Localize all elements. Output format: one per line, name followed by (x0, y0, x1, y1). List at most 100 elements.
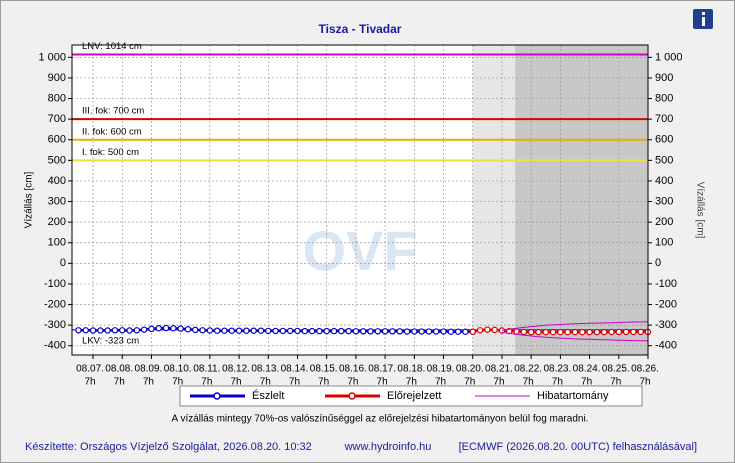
data-point (564, 328, 571, 336)
data-point (535, 328, 542, 336)
y2-tick-label: -100 (655, 278, 677, 290)
x-tick-label: 08.20. (456, 364, 484, 375)
x-tick-hour: 7h (464, 377, 475, 388)
data-point (608, 328, 615, 336)
data-point (104, 327, 111, 334)
x-tick-hour: 7h (172, 377, 183, 388)
data-point (82, 327, 89, 334)
data-point (257, 327, 265, 334)
y2-tick-label: 800 (655, 92, 673, 104)
data-point (615, 328, 622, 336)
data-point (557, 328, 564, 336)
series-line (501, 321, 649, 331)
forecast-shade (515, 45, 648, 355)
x-tick-hour: 7h (231, 377, 242, 388)
data-point (374, 328, 382, 335)
data-point (360, 328, 367, 335)
x-tick-hour: 7h (260, 377, 271, 388)
x-tick-label: 08.22. (514, 364, 542, 375)
data-point (243, 327, 250, 334)
data-point (593, 328, 601, 336)
x-tick-hour: 7h (610, 377, 621, 388)
data-point (162, 324, 170, 332)
x-tick-label: 08.15. (310, 364, 338, 375)
data-point (389, 328, 396, 335)
x-tick-hour: 7h (435, 377, 446, 388)
footer-center: www.hydroinfo.hu (344, 441, 432, 453)
data-point (403, 328, 411, 335)
data-point (520, 328, 528, 336)
y-tick-label: 600 (48, 134, 66, 146)
data-point (286, 327, 294, 335)
data-point (301, 327, 308, 335)
data-point (527, 328, 535, 336)
plot-frame (71, 44, 649, 356)
data-point (338, 327, 345, 335)
data-point (637, 328, 644, 336)
x-tick-label: 08.25. (602, 364, 630, 375)
data-point (170, 325, 177, 332)
data-point (513, 328, 520, 335)
data-point (630, 328, 637, 336)
y-tick-label: 200 (48, 216, 66, 228)
x-tick-label: 08.13. (251, 364, 279, 375)
x-tick-label: 08.12. (222, 364, 250, 375)
y-tick-label: 0 (60, 257, 66, 269)
info-icon[interactable] (693, 9, 713, 29)
x-tick-hour: 7h (552, 377, 563, 388)
threshold-label: LNV: 1014 cm (82, 41, 142, 52)
y-tick-label: 100 (48, 237, 66, 249)
data-point (221, 327, 228, 334)
legend-label: Hibatartomány (537, 390, 609, 402)
data-point (119, 327, 126, 334)
data-point (571, 328, 579, 336)
y-tick-label: 500 (48, 154, 66, 166)
data-point (330, 327, 338, 335)
x-tick-hour: 7h (84, 377, 95, 388)
data-point (148, 325, 155, 333)
data-point (294, 327, 301, 335)
y2-axis-label: Vízállás [cm] (694, 182, 705, 239)
data-point (476, 327, 484, 334)
data-point (235, 327, 243, 334)
y2-tick-label: 600 (655, 134, 673, 146)
legend-label: Észlelt (252, 389, 284, 402)
x-tick-label: 08.11. (193, 364, 220, 375)
y2-tick-label: 1 000 (655, 51, 683, 63)
x-tick-hour: 7h (377, 377, 388, 388)
x-tick-label: 08.26. (631, 364, 659, 375)
x-tick-label: 08.10. (164, 364, 192, 375)
x-tick-label: 08.21. (485, 364, 513, 375)
x-tick-label: 08.08. (105, 364, 133, 375)
data-point (111, 327, 119, 334)
data-point (308, 327, 316, 335)
chart-title: Tisza - Tivadar (319, 22, 402, 36)
data-point (425, 328, 433, 335)
data-point (140, 326, 148, 333)
x-tick-label: 08.17. (368, 364, 396, 375)
data-point (498, 327, 506, 334)
data-point (345, 327, 352, 335)
y2-tick-label: -200 (655, 298, 677, 310)
data-point (177, 325, 184, 332)
data-point (213, 327, 221, 334)
data-point (272, 327, 279, 335)
x-tick-label: 08.24. (573, 364, 601, 375)
x-tick-label: 08.09. (135, 364, 163, 375)
y-tick-label: 1 000 (38, 51, 66, 63)
data-point (75, 327, 82, 334)
legend-marker (213, 392, 221, 400)
data-point (411, 328, 418, 335)
y2-tick-label: 500 (655, 154, 673, 166)
data-point (316, 327, 323, 335)
y-tick-label: 800 (48, 92, 66, 104)
y2-tick-label: 100 (655, 237, 673, 249)
data-point (192, 326, 199, 334)
x-tick-hour: 7h (143, 377, 154, 388)
data-point (184, 326, 192, 333)
x-tick-hour: 7h (318, 377, 329, 388)
data-point (586, 328, 593, 336)
data-point (484, 326, 491, 333)
data-point (126, 327, 133, 334)
footer-right: [ECMWF (2026.08.20. 00UTC) felhasználásá… (459, 441, 697, 453)
